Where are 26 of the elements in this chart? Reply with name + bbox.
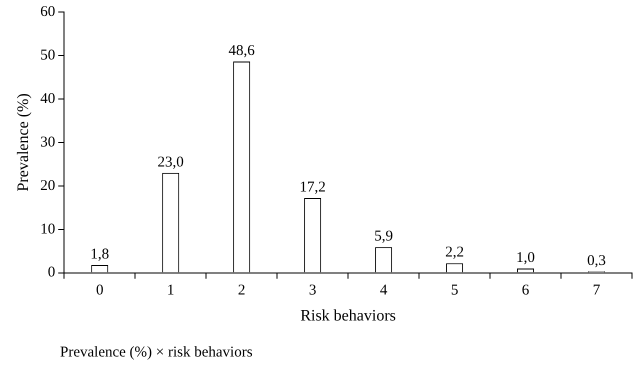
x-axis-title: Risk behaviors — [300, 308, 396, 325]
x-tick-label: 6 — [522, 282, 530, 299]
x-tick-label: 3 — [308, 282, 316, 299]
data-label: 48,6 — [228, 42, 256, 59]
y-tick-label: 30 — [40, 134, 56, 150]
y-tick-label: 20 — [40, 178, 56, 194]
y-tick-label: 0 — [48, 264, 56, 281]
x-tick-label: 7 — [592, 282, 601, 299]
x-tick-label: 0 — [96, 282, 104, 299]
y-tick-label: 60 — [40, 4, 56, 20]
y-axis-title: Prevalence (%) — [14, 93, 32, 192]
y-tick-label: 10 — [40, 221, 56, 238]
text: Prevalence (%) × risk behaviors — [60, 344, 253, 360]
data-label: 0,3 — [587, 252, 606, 269]
x-tick-label: 2 — [238, 282, 246, 299]
x-tick-label: 4 — [380, 282, 388, 299]
y-tick-label: 50 — [40, 47, 56, 64]
data-label: 1,8 — [90, 246, 110, 262]
y-tick-label: 40 — [40, 90, 56, 107]
data-label: 1,0 — [516, 250, 535, 266]
x-tick-label: 5 — [450, 282, 458, 299]
data-label: 17,2 — [299, 179, 326, 196]
data-label: 5,9 — [374, 228, 393, 245]
x-tick-label: 1 — [166, 282, 174, 299]
data-label: 23,0 — [158, 154, 184, 170]
data-label: 2,2 — [445, 244, 464, 261]
